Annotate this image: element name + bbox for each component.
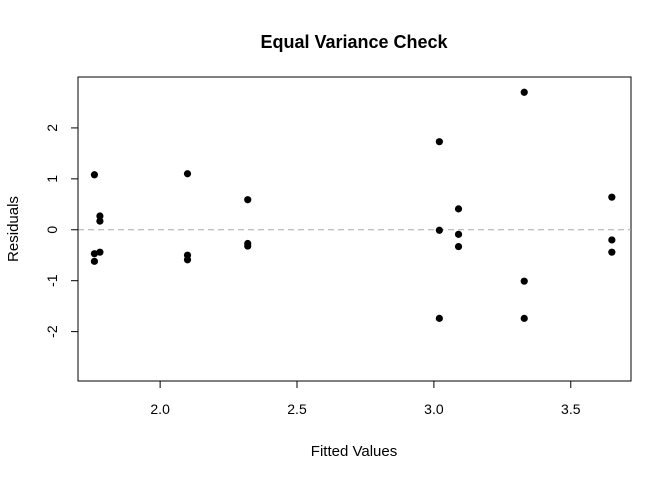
y-tick-label: 1 [44,175,60,183]
data-point [183,170,192,178]
y-axis-label: Residuals [5,196,22,262]
x-tick-label: 2.5 [287,401,307,417]
data-point [454,242,463,251]
data-point [244,242,252,250]
y-tick-label: -2 [44,325,60,338]
x-axis-label: Fitted Values [311,443,397,460]
data-point [90,257,99,265]
data-point [608,248,616,256]
data-point [244,196,252,204]
data-point [520,314,528,322]
data-point [520,277,528,285]
data-point [90,250,99,258]
x-axis: 2.0 2.5 3.0 3.5 [150,380,581,417]
data-point [435,226,443,234]
y-axis: -2 -1 0 1 2 [44,124,79,338]
y-tick-label: -1 [44,274,60,287]
data-point [608,193,616,201]
data-point [96,248,104,256]
data-point [454,205,463,213]
data-points [90,88,616,322]
x-tick-label: 3.5 [561,401,581,417]
data-point [454,230,463,238]
data-point [90,171,99,179]
x-tick-label: 2.0 [150,401,170,417]
data-point [183,256,192,264]
x-tick-label: 3.0 [424,401,444,417]
data-point [608,236,616,244]
y-tick-label: 0 [44,226,60,234]
data-point [96,217,104,225]
plot-frame [77,76,632,382]
data-point [435,138,443,146]
y-tick-label: 2 [44,124,60,132]
data-point [96,212,104,220]
data-point [520,88,528,96]
data-point [435,314,443,322]
chart-title: Equal Variance Check [260,32,448,52]
